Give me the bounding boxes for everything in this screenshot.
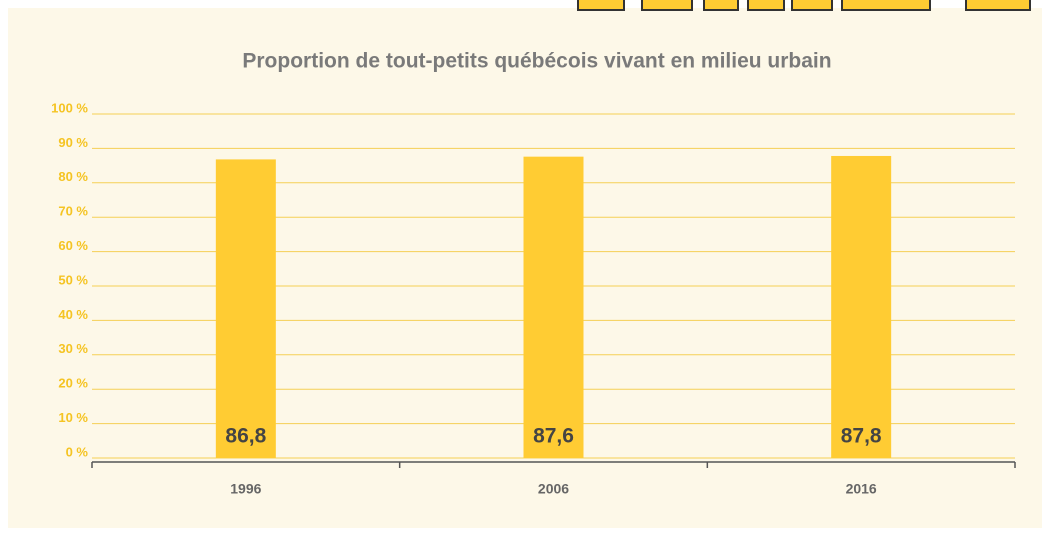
value-label: 87,6	[533, 425, 574, 448]
y-tick-label: 50 %	[58, 272, 88, 287]
y-tick-label: 30 %	[58, 341, 88, 356]
page: Proportion de tout-petits québécois viva…	[0, 0, 1050, 533]
y-tick-label: 10 %	[58, 410, 88, 425]
y-tick-label: 20 %	[58, 376, 88, 391]
bar	[216, 159, 276, 458]
y-tick-label: 90 %	[58, 135, 88, 150]
x-tick-label: 2016	[846, 481, 877, 497]
value-label: 87,8	[841, 425, 882, 448]
y-tick-label: 100 %	[51, 100, 88, 115]
x-tick-label: 2006	[538, 481, 569, 497]
chart: Proportion de tout-petits québécois viva…	[0, 0, 1050, 533]
y-tick-label: 60 %	[58, 238, 88, 253]
bar	[524, 157, 584, 458]
x-tick-label: 1996	[230, 481, 261, 497]
value-label: 86,8	[225, 425, 266, 448]
y-tick-label: 70 %	[58, 204, 88, 219]
y-tick-label: 0 %	[66, 444, 89, 459]
bar	[831, 156, 891, 458]
y-tick-label: 40 %	[58, 307, 88, 322]
y-tick-label: 80 %	[58, 169, 88, 184]
chart-title: Proportion de tout-petits québécois viva…	[242, 50, 831, 73]
